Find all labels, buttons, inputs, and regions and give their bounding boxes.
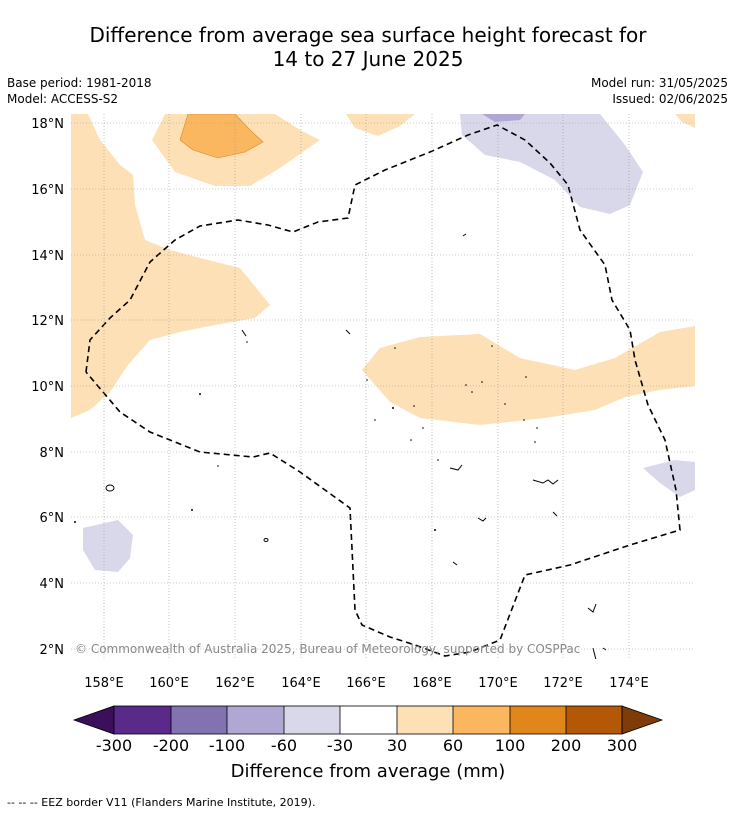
colorbar-tick: -300 — [96, 736, 132, 755]
colorbar-tick: 300 — [607, 736, 638, 755]
colorbar-swatch — [284, 706, 340, 734]
lat-label: 16°N — [31, 183, 64, 198]
lat-label: 12°N — [31, 314, 64, 329]
colorbar-tick-labels: -300 -200 -100 -60 -30 30 60 100 200 300 — [96, 736, 637, 755]
lat-label: 6°N — [40, 511, 65, 526]
colorbar-swatch — [397, 706, 453, 734]
negative-anomaly-east — [643, 460, 695, 497]
colorbar-swatch — [171, 706, 227, 734]
colorbar-tick: 60 — [443, 736, 463, 755]
colorbar-swatch — [114, 706, 171, 734]
positive-anomaly-west — [71, 114, 270, 418]
issued-text: Issued: 02/06/2025 — [612, 92, 728, 106]
positive-anomaly-central — [362, 326, 695, 425]
model-run-text: Model run: 31/05/2025 — [590, 76, 728, 90]
lon-label: 158°E — [84, 676, 124, 691]
colorbar-tick: -100 — [209, 736, 245, 755]
longitude-labels: 158°E 160°E 162°E 164°E 166°E 168°E 170°… — [84, 676, 649, 691]
islands — [105, 233, 607, 659]
lat-label: 2°N — [40, 643, 65, 658]
colorbar — [72, 705, 664, 735]
model-text: Model: ACCESS-S2 — [7, 92, 119, 106]
copyright-notice: © Commonwealth of Australia 2025, Bureau… — [75, 642, 580, 656]
anomaly-field — [71, 114, 695, 659]
islet-dots — [74, 341, 538, 531]
positive-anomaly-north-small — [346, 114, 415, 136]
colorbar-tick: 200 — [551, 736, 582, 755]
negative-anomaly-southwest — [83, 520, 133, 572]
lat-label: 10°N — [31, 380, 64, 395]
map-title-line2: 14 to 27 June 2025 — [272, 47, 464, 71]
colorbar-swatch — [453, 706, 510, 734]
lon-label: 170°E — [478, 676, 518, 691]
lon-label: 164°E — [281, 676, 321, 691]
gridlines — [71, 114, 695, 659]
colorbar-swatch — [510, 706, 566, 734]
base-period-text: Base period: 1981-2018 — [7, 76, 152, 90]
lat-label: 8°N — [40, 446, 65, 461]
colorbar-tick: 30 — [387, 736, 407, 755]
colorbar-swatch — [340, 706, 397, 734]
lon-label: 172°E — [543, 676, 583, 691]
lon-label: 174°E — [609, 676, 649, 691]
latitude-labels: 18°N 16°N 14°N 12°N 10°N 8°N 6°N 4°N 2°N — [31, 117, 64, 658]
positive-anomaly-ne-corner — [675, 114, 695, 128]
colorbar-swatch — [227, 706, 284, 734]
colorbar-tick: 100 — [495, 736, 526, 755]
lat-label: 18°N — [31, 117, 64, 132]
colorbar-max-arrow — [621, 705, 664, 735]
negative-anomaly-north-strong — [482, 114, 525, 122]
map-title-line1: Difference from average sea surface heig… — [89, 23, 647, 47]
lon-label: 162°E — [215, 676, 255, 691]
colorbar-title: Difference from average (mm) — [230, 761, 506, 782]
eez-border — [85, 124, 681, 657]
colorbar-swatch — [566, 706, 622, 734]
colorbar-tick: -200 — [153, 736, 189, 755]
colorbar-min-arrow — [72, 705, 115, 735]
colorbar-tick: -30 — [327, 736, 353, 755]
lon-label: 168°E — [412, 676, 452, 691]
lon-label: 160°E — [149, 676, 189, 691]
eez-legend-note: -- -- -- EEZ border V11 (Flanders Marine… — [7, 796, 316, 809]
positive-anomaly-north-strong — [179, 114, 264, 159]
lat-label: 4°N — [40, 577, 65, 592]
colorbar-tick: -60 — [271, 736, 297, 755]
lat-label: 14°N — [31, 249, 64, 264]
lon-label: 166°E — [346, 676, 386, 691]
forecast-map: 18°N 16°N 14°N 12°N 10°N 8°N 6°N 4°N 2°N… — [31, 114, 695, 755]
